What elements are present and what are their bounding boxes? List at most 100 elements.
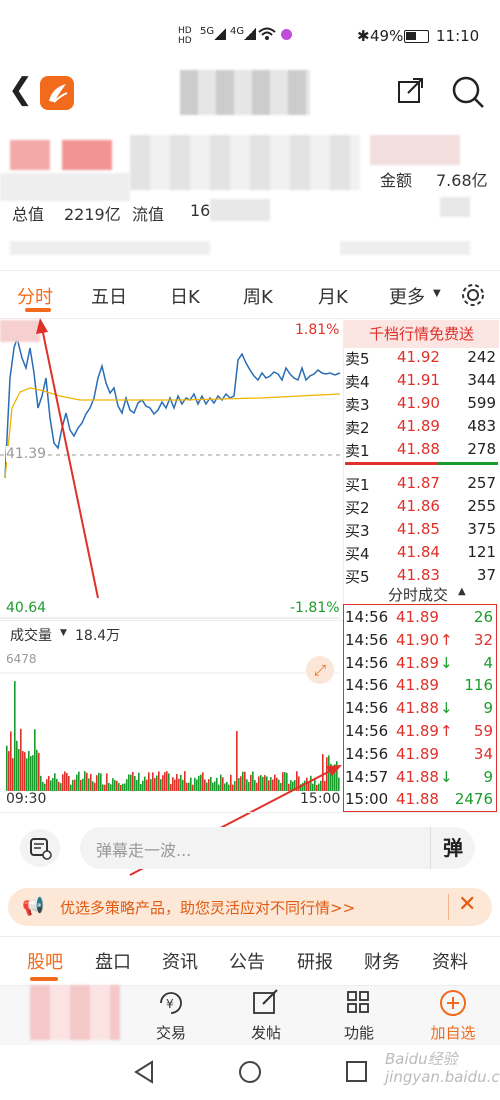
nav-back-icon[interactable]	[132, 1059, 156, 1085]
clock: 11:10	[436, 27, 480, 45]
nav-recents-icon[interactable]	[344, 1059, 370, 1085]
tab-month-k[interactable]: 月K	[318, 287, 348, 308]
tab-intraday[interactable]: 分时	[17, 287, 53, 308]
ask-row[interactable]: 卖4 41.91 344	[345, 371, 498, 394]
volume-bar	[154, 778, 156, 791]
volume-bar	[260, 775, 262, 791]
volume-bar	[236, 731, 238, 791]
trade-row: 14:56 41.89 ↓ 4	[344, 654, 494, 677]
volume-bar	[106, 773, 108, 791]
bid-ask-divider	[345, 462, 498, 465]
bid-row[interactable]: 买1 41.87 257	[345, 474, 498, 497]
volume-bar	[274, 774, 276, 791]
volume-bar	[270, 777, 272, 791]
volume-bar	[202, 772, 204, 791]
volume-bar	[66, 772, 68, 791]
content-tab[interactable]: 盘口	[95, 952, 131, 973]
content-tab[interactable]: 研报	[297, 952, 333, 973]
tab-five-day[interactable]: 五日	[91, 287, 127, 308]
volume-bar	[60, 783, 62, 791]
volume-bar	[52, 778, 54, 791]
volume-bar	[136, 779, 138, 791]
back-button[interactable]: ❮	[8, 72, 34, 107]
volume-bar	[180, 774, 182, 791]
danmu-toggle-button[interactable]: 弹	[430, 827, 475, 869]
volume-bar	[164, 772, 166, 791]
expand-icon[interactable]: ⤢	[306, 656, 334, 684]
trade-price: 41.88	[396, 699, 439, 718]
trades-list: 14:56 41.89 26 14:56 41.90 ↑ 32 14:56 41.89 ↓ 4 14:…	[343, 604, 497, 812]
content-tab-indicator	[30, 977, 58, 981]
bid-row[interactable]: 买3 41.85 375	[345, 520, 498, 543]
volume-bar	[160, 779, 162, 791]
share-icon[interactable]	[396, 76, 426, 106]
volume-bar	[192, 784, 194, 791]
trade-row: 14:56 41.90 ↑ 32	[344, 631, 494, 654]
ask-row[interactable]: 卖1 41.88 278	[345, 440, 498, 463]
volume-bar	[300, 784, 302, 791]
danmu-settings-icon[interactable]	[20, 829, 60, 867]
volume-bar	[324, 780, 326, 791]
trade-volume: 32	[473, 630, 493, 649]
ask-row[interactable]: 卖2 41.89 483	[345, 417, 498, 440]
bid-row[interactable]: 买4 41.84 121	[345, 543, 498, 566]
volume-bar	[16, 740, 18, 791]
nav-home-icon[interactable]	[237, 1059, 263, 1085]
bid-row[interactable]: 买5 41.83 37	[345, 566, 498, 589]
time-end: 15:00	[300, 791, 341, 807]
trade-time: 14:57	[345, 767, 389, 786]
tab-week-k[interactable]: 周K	[243, 287, 273, 308]
float-label: 流值	[132, 205, 165, 224]
trade-volume: 9	[483, 699, 493, 718]
volume-label[interactable]: 成交量	[10, 628, 52, 644]
wifi-icon	[258, 27, 276, 40]
trade-price: 41.89	[396, 653, 439, 672]
volume-bar	[198, 775, 200, 791]
intraday-chart[interactable]	[0, 318, 343, 813]
volume-bar	[58, 781, 60, 791]
volume-bar	[262, 776, 264, 791]
search-icon[interactable]	[450, 74, 486, 110]
volume-bar	[294, 780, 296, 791]
volume-bar	[142, 780, 144, 791]
add-watchlist-button[interactable]: 加自选	[430, 1024, 476, 1042]
settings-gear-icon[interactable]	[460, 282, 486, 308]
trade-button[interactable]: 交易	[155, 1024, 186, 1042]
promo-banner[interactable]: 📢 优选多策略产品，助您灵活应对不同行情>> ✕	[8, 888, 492, 926]
volume-bar	[38, 752, 40, 791]
volume-bar	[46, 779, 48, 791]
post-button[interactable]: 发帖	[250, 1024, 281, 1042]
watermark: Baidu经验 jingyan.baidu.com	[385, 1050, 500, 1086]
volume-bar	[30, 756, 32, 791]
trade-price: 41.89	[396, 608, 439, 626]
trade-volume: 2476	[454, 790, 493, 809]
megaphone-icon: 📢	[22, 896, 45, 917]
volume-bar	[64, 771, 66, 791]
content-tab[interactable]: 资讯	[162, 952, 198, 973]
volume-bar	[24, 752, 26, 791]
volume-bar	[82, 778, 84, 791]
content-tab[interactable]: 公告	[229, 952, 265, 973]
volume-bar	[72, 779, 74, 791]
functions-button[interactable]: 功能	[343, 1024, 374, 1042]
danmu-input[interactable]: 弹幕走一波... 弹	[80, 827, 475, 869]
trades-header[interactable]: 分时成交	[388, 586, 449, 604]
tab-more[interactable]: 更多	[389, 287, 425, 308]
volume-bar	[132, 771, 134, 791]
trade-row: 14:56 41.89 116	[344, 676, 494, 699]
trade-arrow: ↓	[440, 699, 453, 718]
content-tab[interactable]: 财务	[364, 952, 400, 973]
ask-row[interactable]: 卖3 41.90 599	[345, 394, 498, 417]
bid-row[interactable]: 买2 41.86 255	[345, 497, 498, 520]
close-icon[interactable]: ✕	[458, 892, 477, 917]
bid-volume: 121	[467, 543, 496, 561]
ask-label: 卖1	[345, 442, 370, 460]
level2-banner[interactable]: 千档行情免费送	[344, 320, 499, 348]
content-tab[interactable]: 资料	[432, 952, 468, 973]
tab-day-k[interactable]: 日K	[170, 287, 200, 308]
volume-bar	[276, 777, 278, 791]
volume-bar	[246, 779, 248, 791]
ask-row[interactable]: 卖5 41.92 242	[345, 348, 498, 371]
content-tab[interactable]: 股吧	[27, 952, 63, 973]
volume-bar	[150, 779, 152, 791]
